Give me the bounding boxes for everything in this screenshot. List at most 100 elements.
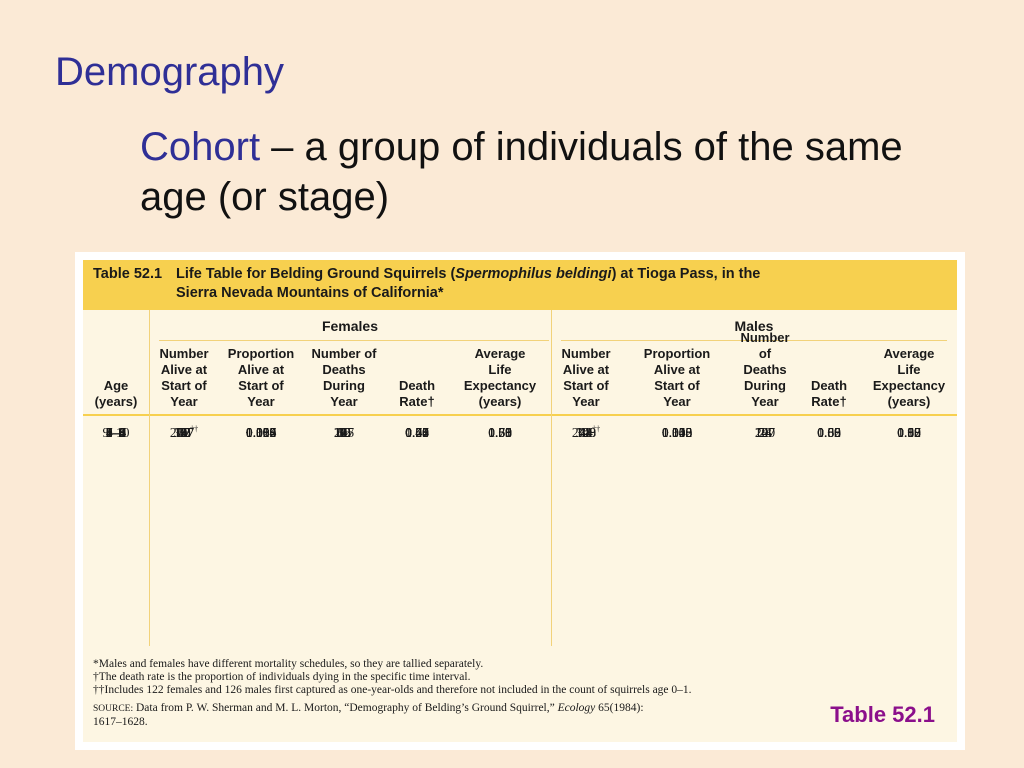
source-label: SOURCE: bbox=[93, 704, 134, 714]
cell-male-rate bbox=[797, 422, 861, 444]
cell-female-rate: 0.50 bbox=[405, 425, 429, 440]
cell-age: 7–8 bbox=[105, 425, 127, 440]
bullet-definition: Cohort – a group of individuals of the s… bbox=[140, 122, 960, 222]
cell-male-alive: 349 bbox=[575, 425, 597, 440]
cell-female-deaths: 10 bbox=[337, 425, 351, 440]
cell-female-alive: 5 bbox=[180, 425, 188, 440]
cell-female-proportion: 0.054 bbox=[245, 425, 277, 440]
cell-age: 1–2 bbox=[105, 425, 127, 440]
cell-male-deaths: 74 bbox=[758, 425, 772, 440]
cell-male-alive: 248†† bbox=[571, 424, 601, 440]
cell-male-rate: 0.56 bbox=[817, 425, 841, 440]
cell-female-deaths: 207 bbox=[333, 425, 355, 440]
cell-female-rate: 0.61 bbox=[405, 425, 429, 440]
cell-male-life: 0.50 bbox=[897, 425, 921, 440]
cell-female-proportion: 0.106 bbox=[245, 425, 277, 440]
cell-male-proportion: 0.015 bbox=[661, 425, 693, 440]
cell-female-rate: 0.53 bbox=[405, 425, 429, 440]
cell-female-alive: 337 bbox=[173, 425, 195, 440]
figure-label: Table 52.1 bbox=[830, 702, 935, 727]
column-header-male-deaths: Number of Deaths During Year bbox=[740, 330, 790, 409]
source-line-2: 1617–1628. bbox=[93, 716, 148, 728]
cell-male-alive: 0 bbox=[582, 425, 590, 440]
cell-male-proportion: 0.152 bbox=[661, 425, 693, 440]
cell-male-deaths: 227 bbox=[754, 425, 776, 440]
cell-female-proportion: 0.014 bbox=[245, 425, 277, 440]
source-note: SOURCE: Data from P. W. Sherman and M. L… bbox=[93, 702, 793, 716]
cell-female-alive: 19 bbox=[177, 425, 191, 440]
cell-male-rate: 0.69 bbox=[817, 425, 841, 440]
cell-age: 0–1 bbox=[105, 425, 127, 440]
cell-male-rate: 0.82 bbox=[817, 425, 841, 440]
cell-female-alive: 9 bbox=[180, 425, 188, 440]
cell-female-rate: 1.00 bbox=[405, 425, 429, 440]
source-text-post: 65(1984): bbox=[595, 702, 644, 714]
column-header-female-proportion: Proportion Alive at Start of Year bbox=[227, 346, 295, 409]
cell-age: 9–10 bbox=[102, 425, 130, 440]
slide-title: Demography bbox=[55, 50, 285, 94]
cell-age: 4–5 bbox=[105, 425, 127, 440]
column-header-male-rate: Death Rate† bbox=[810, 378, 848, 409]
cell-male-life: 1.12 bbox=[897, 425, 921, 440]
caption-text-post: ) at Tioga Pass, in the bbox=[611, 266, 761, 282]
cell-female-proportion: 0.006 bbox=[245, 425, 277, 440]
cell-female-life: 0.75 bbox=[488, 425, 512, 440]
cell-male-proportion bbox=[621, 422, 733, 444]
cell-female-rate: 0.47 bbox=[405, 425, 429, 440]
cell-male-life: 0.68 bbox=[897, 425, 921, 440]
cell-female-proportion: 0.029 bbox=[245, 425, 277, 440]
cell-male-alive: 2 bbox=[582, 425, 590, 440]
cell-female-deaths: 125 bbox=[333, 425, 355, 440]
source-journal: Ecology bbox=[557, 702, 596, 714]
cell-female-rate: 0.44 bbox=[405, 425, 429, 440]
cell-female-deaths: 3 bbox=[340, 425, 348, 440]
caption-text-pre: Life Table for Belding Ground Squirrels … bbox=[176, 266, 456, 282]
table-footnotes: *Males and females have different mortal… bbox=[93, 658, 793, 729]
cell-female-alive: 35 bbox=[177, 425, 191, 440]
cell-male-life: 0.93 bbox=[897, 425, 921, 440]
cell-male-alive: 108 bbox=[575, 425, 597, 440]
cell-age: 2–3 bbox=[105, 425, 127, 440]
cell-female-proportion: 0.386 bbox=[245, 425, 277, 440]
cell-male-alive bbox=[551, 422, 621, 444]
cell-male-life: 1.07 bbox=[897, 425, 921, 440]
cell-female-rate: 0.20 bbox=[405, 425, 429, 440]
table-header: Females Males Age (years) Number Alive a… bbox=[83, 310, 957, 414]
footnote-2: †The death rate is the proportion of ind… bbox=[93, 671, 471, 683]
cell-male-proportion: 0.048 bbox=[661, 425, 693, 440]
cell-male-life bbox=[861, 422, 957, 444]
cell-female-deaths: 1 bbox=[340, 425, 348, 440]
bullet-text: – a group of individuals of the same age… bbox=[140, 125, 903, 219]
bullet-term: Cohort bbox=[140, 125, 261, 169]
cell-male-alive: 34 bbox=[579, 425, 593, 440]
cell-male-rate: 1.00 bbox=[817, 425, 841, 440]
cell-age: 6–7 bbox=[105, 425, 127, 440]
table-caption: Table 52.1 Life Table for Belding Ground … bbox=[83, 260, 957, 310]
cell-male-deaths: 140 bbox=[754, 425, 776, 440]
cell-male-alive: 11 bbox=[579, 425, 593, 440]
cell-male-rate: 0.65 bbox=[817, 425, 841, 440]
column-header-female-deaths: Number of Deaths During Year bbox=[311, 346, 377, 409]
column-header-age: Age (years) bbox=[94, 378, 138, 409]
cell-female-rate: 0.48 bbox=[405, 425, 429, 440]
cell-male-proportion: 0.350 bbox=[661, 425, 693, 440]
column-header-female-life: Average Life Expectancy (years) bbox=[463, 346, 537, 409]
caption-line-2: Sierra Nevada Mountains of California* bbox=[176, 285, 444, 301]
header-rule bbox=[83, 414, 957, 416]
cell-female-life: 1.33 bbox=[488, 425, 512, 440]
cell-female-life: 1.56 bbox=[488, 425, 512, 440]
column-header-male-alive: Number Alive at Start of Year bbox=[561, 346, 611, 409]
column-header-male-proportion: Proportion Alive at Start of Year bbox=[643, 346, 711, 409]
cell-female-alive: 4 bbox=[180, 425, 188, 440]
cell-male-deaths: 23 bbox=[758, 425, 772, 440]
cell-female-life: 0.50 bbox=[488, 425, 512, 440]
cell-male-rate: 0.68 bbox=[817, 425, 841, 440]
cell-female-alive: 1 bbox=[180, 425, 188, 440]
column-header-male-life: Average Life Expectancy (years) bbox=[872, 346, 946, 409]
cell-female-deaths: 60 bbox=[337, 425, 351, 440]
divider-age bbox=[149, 310, 150, 646]
table-panel: Table 52.1 Life Table for Belding Ground … bbox=[83, 260, 957, 742]
cell-age: 5–6 bbox=[105, 425, 127, 440]
cell-female-life: 1.59 bbox=[488, 425, 512, 440]
cell-male-proportion: 1.000 bbox=[661, 425, 693, 440]
